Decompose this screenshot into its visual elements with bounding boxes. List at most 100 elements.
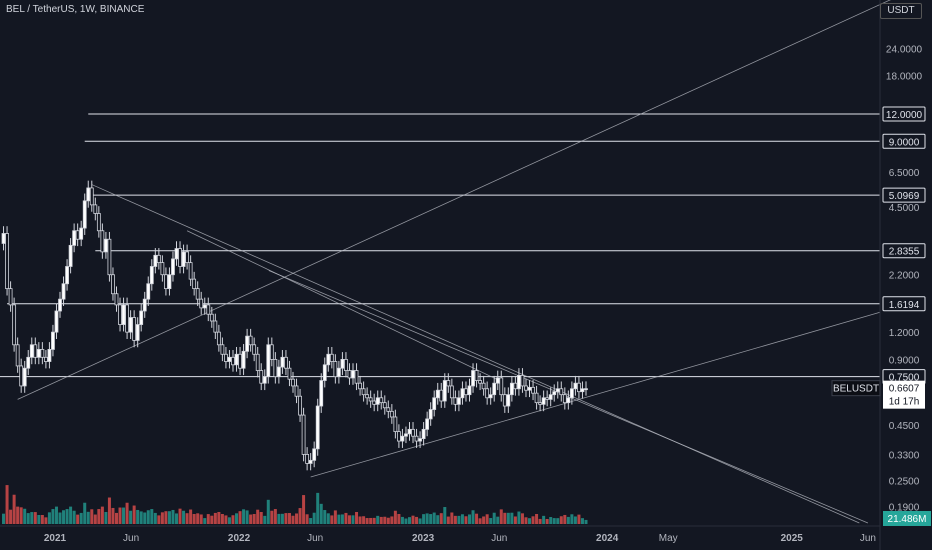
candle-body [224,353,228,362]
level-price-label: 12.0000 [886,110,923,121]
candle-body [580,388,585,393]
candle-body [245,335,250,352]
y-tick-label: 0.1900 [889,503,920,514]
volume-bar [513,516,517,524]
candle-body [336,367,341,378]
volume-bar [47,512,51,524]
volume-bar [580,518,584,524]
candle-body [467,385,472,396]
candle-body [234,353,239,366]
candle-body [33,344,38,358]
volume-bar [139,511,143,524]
volume-bar [196,513,200,524]
volume-bar [160,512,164,524]
volume-bar [9,509,13,524]
candle-body [569,388,574,399]
x-axis[interactable]: 2021 Jun 2022 Jun 2023 Jun 2024 May 2025 Jun [44,533,876,544]
candle-body [192,278,197,290]
volume-bar [337,514,341,524]
volume-bar [65,509,69,524]
volume-bar [69,506,73,524]
candle-body [573,382,578,390]
x-tick-label: May [659,533,678,544]
candle-body [439,389,444,402]
y-tick-label: 0.2500 [889,477,920,488]
volume-bar [510,512,514,524]
volume-bar [422,514,426,524]
trendline [91,184,860,524]
trendline [186,230,500,381]
candle-body [54,310,59,333]
volume-bar [284,513,288,524]
volume-bar [280,513,284,524]
candle-body [284,356,288,369]
candle-body [202,304,207,309]
candle-body [548,394,553,400]
candle-body [305,454,310,464]
level-price-label: 9.0000 [889,137,920,148]
volume-bar [538,518,542,524]
candle-body [280,356,285,368]
candle-body [209,313,214,322]
volume-bar [150,509,154,524]
volume-bar [326,513,330,524]
volume-bar [369,517,373,524]
volume-bar [104,511,108,524]
volume-bar [263,515,267,524]
candle-body [428,409,433,420]
candle-body [96,213,101,232]
volume-bar [570,514,574,524]
currency-unit-button[interactable]: USDT [880,3,922,19]
candle-body [164,274,168,290]
volume-bar [93,514,97,524]
volume-bar [312,512,316,524]
candle-body [128,317,133,333]
trendline [17,0,891,400]
volume-bar [213,512,217,524]
candle-body [351,370,355,379]
volume-bar [386,517,390,524]
volume-bar [136,509,140,524]
candle-body [404,433,408,437]
volume-bar [242,509,246,524]
volume-bar [192,513,196,524]
candle-body [167,274,172,290]
candle-body [86,187,91,202]
candle-body [291,378,295,387]
candle-body [354,370,359,384]
volume-bar [584,519,588,524]
candle-body [517,375,521,390]
candle-body [22,367,27,387]
volume-bar [415,516,419,524]
volume-bar [12,494,16,524]
volume-bar [157,515,161,524]
volume-bar [528,518,532,524]
volume-bar [178,508,182,524]
volume-bar [489,518,493,524]
candle-body [446,380,451,387]
candle-body [411,428,415,437]
candle-body [506,394,511,407]
volume-bar [556,518,560,524]
level-price-label: 5.0969 [889,191,920,202]
candle-body [414,435,419,442]
candle-body [47,349,52,362]
candle-body [566,397,571,404]
x-tick-label: 2023 [412,533,435,544]
candle-body [51,331,55,350]
y-tick-label: 6.5000 [889,168,920,179]
volume-bar [2,513,6,524]
volume-bar [531,516,535,524]
volume-bar [220,513,224,524]
candle-body [584,388,588,391]
x-tick-label: Jun [123,533,139,544]
candle-body [577,382,581,393]
volume-bar [436,515,440,524]
volume-bar [287,513,291,524]
candle-body [294,385,299,397]
candle-body [174,248,179,260]
volume-bar [432,512,436,524]
candle-body [287,367,292,380]
volume-bar [217,511,221,524]
